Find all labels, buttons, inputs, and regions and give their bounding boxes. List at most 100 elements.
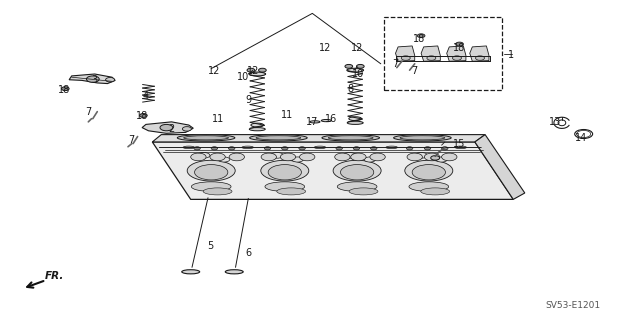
Circle shape bbox=[182, 127, 191, 131]
Ellipse shape bbox=[412, 165, 445, 180]
Circle shape bbox=[335, 153, 350, 161]
Text: 18: 18 bbox=[453, 43, 466, 54]
Ellipse shape bbox=[348, 121, 364, 124]
Circle shape bbox=[401, 56, 410, 60]
Ellipse shape bbox=[321, 119, 332, 122]
Text: 8: 8 bbox=[348, 84, 354, 94]
Circle shape bbox=[431, 156, 440, 160]
Circle shape bbox=[194, 147, 200, 150]
Circle shape bbox=[370, 153, 385, 161]
Text: 18: 18 bbox=[413, 34, 426, 44]
Ellipse shape bbox=[250, 128, 266, 131]
Ellipse shape bbox=[340, 165, 374, 180]
Polygon shape bbox=[142, 122, 193, 133]
Circle shape bbox=[211, 147, 218, 150]
Circle shape bbox=[264, 147, 271, 150]
Text: 9: 9 bbox=[245, 94, 252, 105]
Text: 5: 5 bbox=[207, 241, 213, 251]
Ellipse shape bbox=[225, 270, 243, 274]
Ellipse shape bbox=[204, 188, 232, 195]
Ellipse shape bbox=[404, 160, 453, 181]
Text: 7: 7 bbox=[85, 107, 92, 117]
Ellipse shape bbox=[310, 121, 320, 123]
Ellipse shape bbox=[394, 135, 451, 141]
Circle shape bbox=[353, 147, 360, 150]
Text: 2: 2 bbox=[168, 124, 175, 134]
Circle shape bbox=[427, 56, 436, 60]
Ellipse shape bbox=[347, 68, 364, 72]
Circle shape bbox=[407, 153, 422, 161]
Ellipse shape bbox=[271, 152, 284, 158]
Bar bbox=[384, 17, 502, 90]
Circle shape bbox=[476, 56, 484, 60]
Circle shape bbox=[417, 34, 425, 38]
Ellipse shape bbox=[265, 182, 305, 191]
Ellipse shape bbox=[261, 160, 309, 181]
Ellipse shape bbox=[349, 188, 378, 195]
Circle shape bbox=[356, 64, 364, 68]
Circle shape bbox=[406, 147, 413, 150]
Polygon shape bbox=[421, 46, 440, 61]
Ellipse shape bbox=[218, 157, 230, 162]
Text: 13: 13 bbox=[549, 117, 562, 127]
Circle shape bbox=[106, 78, 115, 82]
Text: 15: 15 bbox=[453, 139, 466, 149]
Polygon shape bbox=[152, 135, 485, 142]
Text: 7: 7 bbox=[392, 59, 399, 70]
Ellipse shape bbox=[349, 117, 362, 121]
Ellipse shape bbox=[364, 157, 376, 162]
Ellipse shape bbox=[436, 157, 447, 162]
Circle shape bbox=[280, 153, 296, 161]
Ellipse shape bbox=[415, 152, 428, 158]
Ellipse shape bbox=[328, 136, 373, 140]
Text: FR.: FR. bbox=[45, 271, 64, 281]
Circle shape bbox=[442, 147, 448, 150]
Circle shape bbox=[160, 124, 173, 131]
Circle shape bbox=[299, 147, 305, 150]
Ellipse shape bbox=[268, 165, 301, 180]
Circle shape bbox=[86, 76, 99, 82]
Text: 12: 12 bbox=[319, 43, 332, 54]
Text: SV53-E1201: SV53-E1201 bbox=[545, 301, 600, 310]
Ellipse shape bbox=[421, 188, 450, 195]
Ellipse shape bbox=[191, 182, 231, 191]
Text: 18: 18 bbox=[136, 111, 148, 122]
Circle shape bbox=[424, 147, 431, 150]
Text: 12: 12 bbox=[208, 66, 221, 76]
Ellipse shape bbox=[314, 146, 326, 149]
Ellipse shape bbox=[386, 146, 397, 149]
Circle shape bbox=[452, 56, 461, 60]
Circle shape bbox=[282, 147, 288, 150]
Text: 14: 14 bbox=[575, 133, 588, 143]
Text: 6: 6 bbox=[245, 248, 252, 258]
Text: 11: 11 bbox=[280, 110, 293, 121]
Polygon shape bbox=[69, 74, 115, 84]
Polygon shape bbox=[475, 135, 525, 199]
Ellipse shape bbox=[277, 188, 306, 195]
Polygon shape bbox=[152, 142, 513, 199]
Text: 1: 1 bbox=[508, 50, 514, 60]
Circle shape bbox=[371, 147, 377, 150]
Circle shape bbox=[300, 153, 315, 161]
Ellipse shape bbox=[182, 270, 200, 274]
Ellipse shape bbox=[251, 123, 264, 127]
Circle shape bbox=[61, 87, 69, 91]
Ellipse shape bbox=[249, 72, 266, 76]
Polygon shape bbox=[396, 46, 415, 61]
Circle shape bbox=[259, 68, 266, 72]
Text: 4: 4 bbox=[143, 91, 149, 101]
Text: 3: 3 bbox=[92, 75, 98, 85]
Text: 17: 17 bbox=[306, 117, 319, 127]
Polygon shape bbox=[470, 46, 489, 61]
Circle shape bbox=[442, 153, 457, 161]
Ellipse shape bbox=[177, 135, 235, 141]
Ellipse shape bbox=[337, 182, 377, 191]
Ellipse shape bbox=[343, 152, 356, 158]
Ellipse shape bbox=[197, 152, 210, 158]
Ellipse shape bbox=[292, 157, 303, 162]
Circle shape bbox=[228, 147, 235, 150]
Circle shape bbox=[336, 147, 342, 150]
Ellipse shape bbox=[400, 136, 445, 140]
Circle shape bbox=[191, 153, 206, 161]
Text: 10: 10 bbox=[352, 69, 365, 79]
